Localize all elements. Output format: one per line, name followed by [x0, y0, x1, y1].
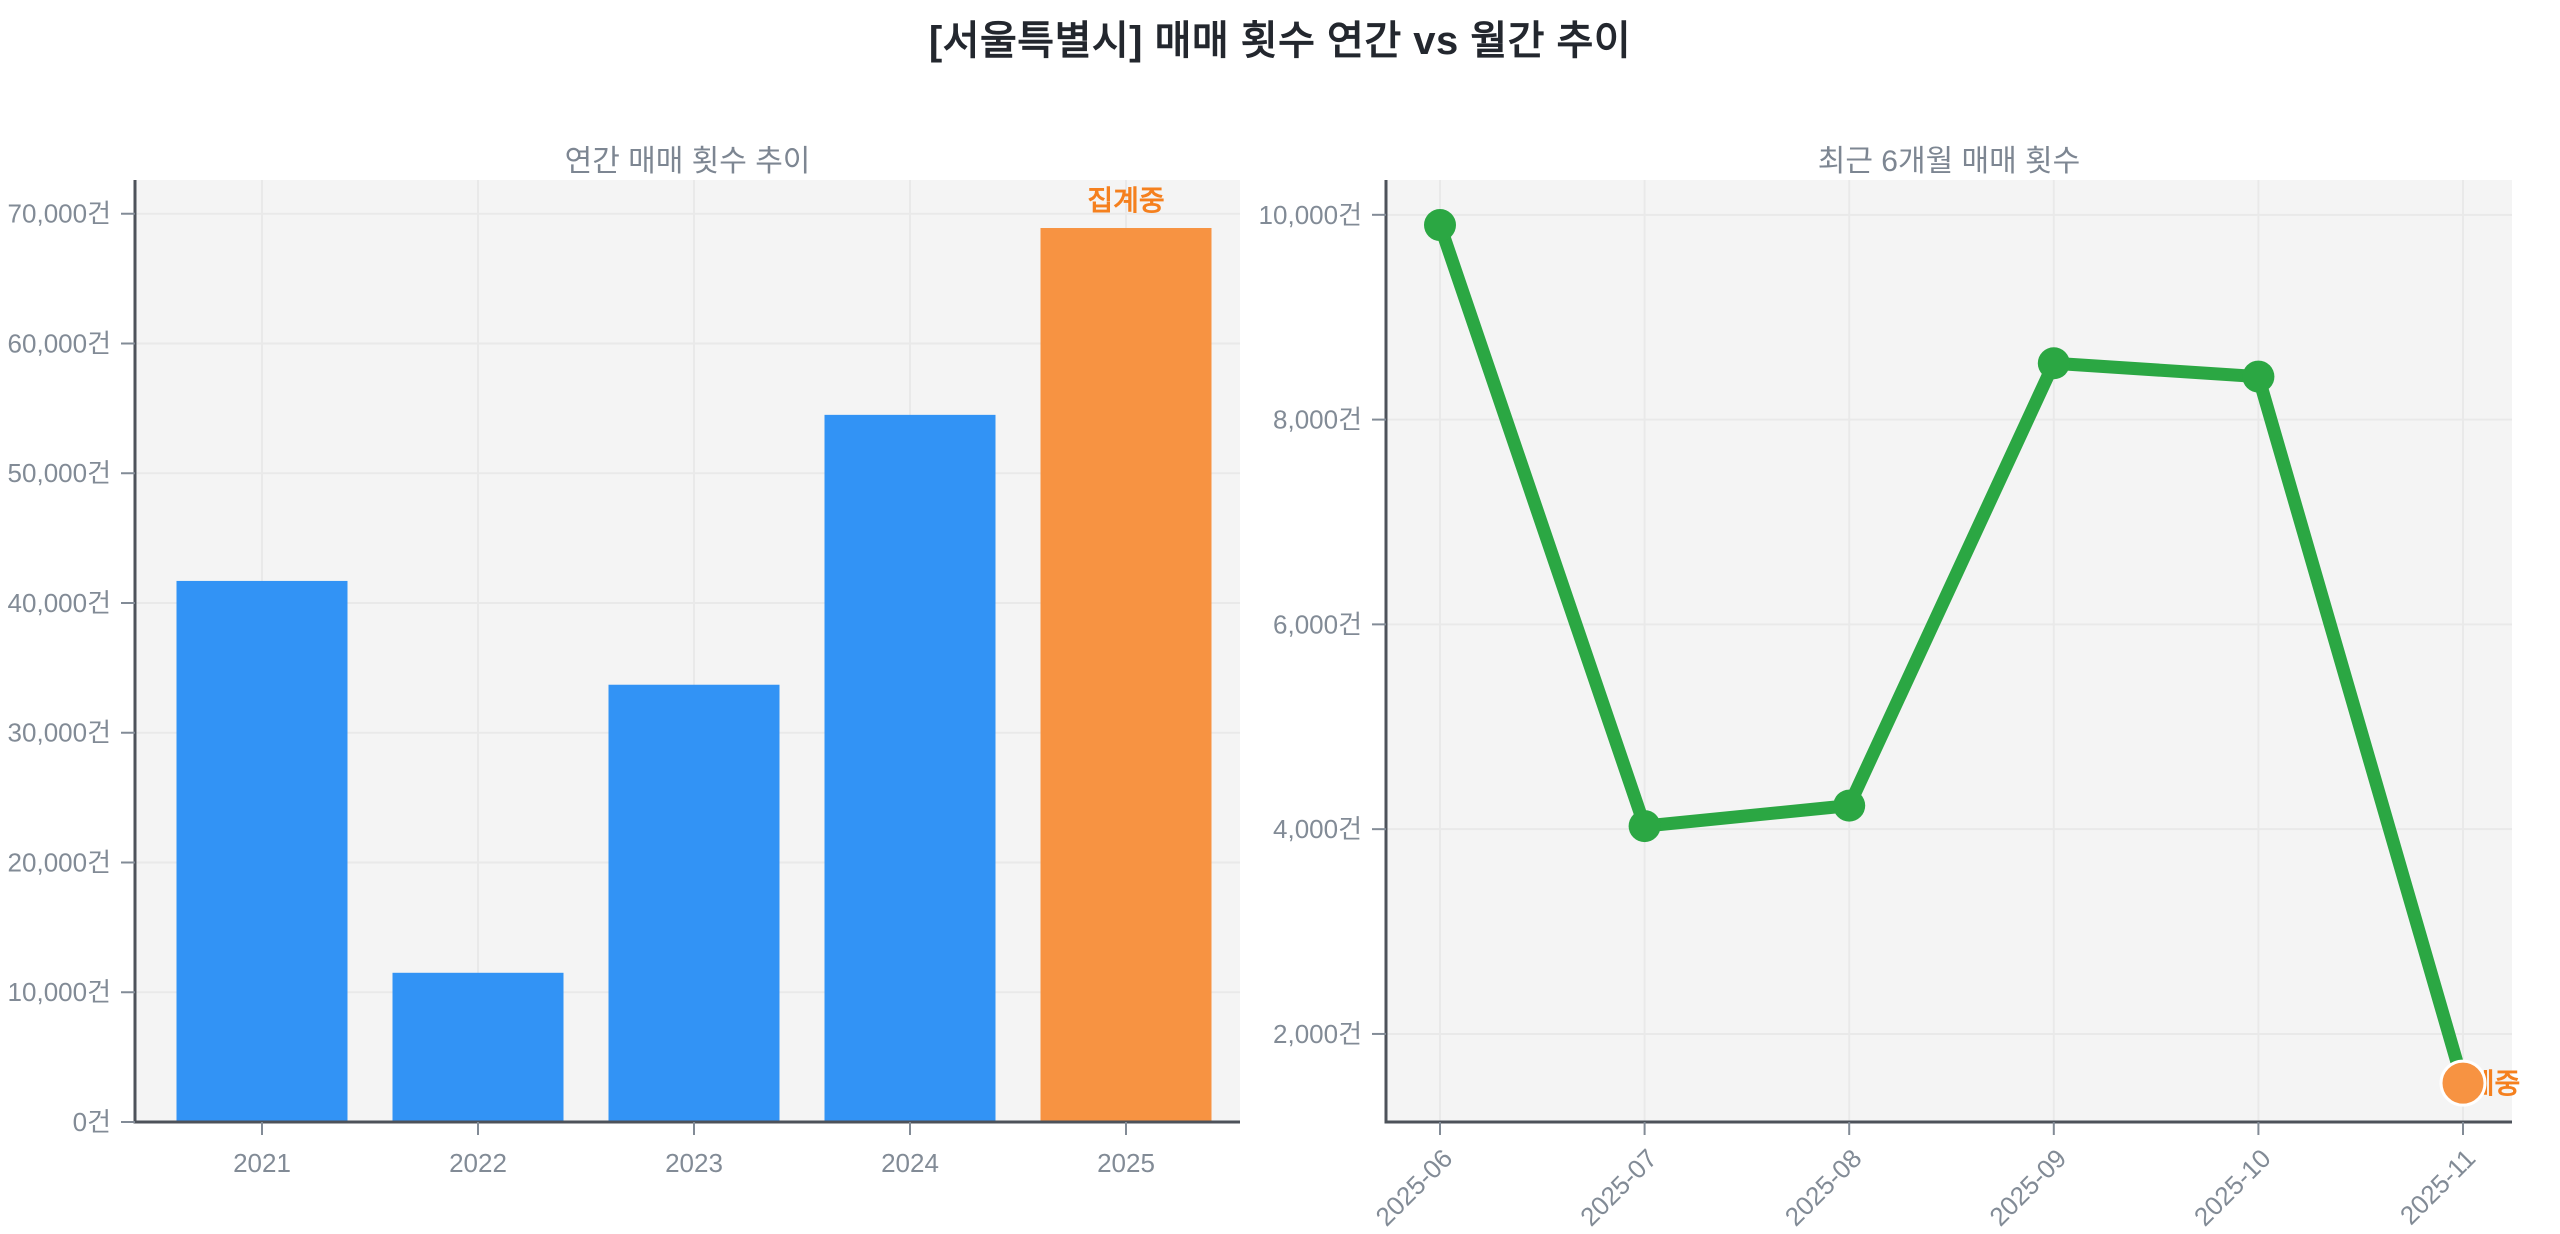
monthly-xtick-label: 2025-07: [1574, 1143, 1663, 1232]
annual-ytick-label: 0건: [73, 1107, 111, 1137]
annual-xtick-label: 2023: [665, 1148, 723, 1178]
monthly-y-ticks: 2,000건 4,000건 6,000건 8,000건 10,000건: [1259, 200, 1386, 1049]
annual-status-annotation: 집계중: [1087, 185, 1164, 216]
marker-2025-10: [2242, 360, 2275, 393]
annual-ytick-label: 30,000건: [8, 718, 111, 748]
annual-xtick-label: 2021: [233, 1148, 291, 1178]
monthly-x-ticks: 2025-06 2025-07 2025-08 2025-09 2025-10 2025-…: [1370, 1122, 2481, 1232]
monthly-axes: [1384, 180, 2512, 1124]
annual-chart-title: 연간 매매 횟수 추이: [564, 145, 811, 178]
annual-ytick-label: 60,000건: [8, 328, 111, 358]
bar-2024: [824, 414, 996, 1123]
annual-ytick-label: 20,000건: [8, 847, 111, 877]
marker-2025-07: [1628, 810, 1661, 843]
monthly-markers: [1424, 209, 2487, 1107]
monthly-ytick-label: 2,000건: [1273, 1019, 1362, 1049]
monthly-xtick-label: 2025-08: [1779, 1143, 1868, 1232]
monthly-ytick-label: 8,000건: [1273, 405, 1362, 435]
annual-ytick-label: 40,000건: [8, 588, 111, 618]
bar-2025: [1040, 228, 1212, 1122]
marker-2025-11: [2439, 1059, 2487, 1107]
annual-xtick-label: 2025: [1097, 1148, 1155, 1178]
monthly-ytick-label: 4,000건: [1273, 814, 1362, 844]
annual-y-ticks: 0건 10,000건 20,000건 30,000건 40,000건 50,000건 60,…: [8, 199, 135, 1137]
monthly-chart-title: 최근 6개월 매매 횟수: [1817, 145, 2081, 178]
annual-ytick-label: 70,000건: [8, 199, 111, 229]
annual-ytick-label: 10,000건: [8, 977, 111, 1007]
marker-2025-08: [1833, 789, 1866, 822]
bar-2023: [608, 684, 780, 1122]
bar-2022: [392, 972, 564, 1122]
annual-x-ticks: 2021 2022 2023 2024 2025: [233, 1122, 1155, 1178]
monthly-xtick-label: 2025-09: [1983, 1143, 2072, 1232]
monthly-ytick-label: 6,000건: [1273, 609, 1362, 639]
annual-xtick-label: 2022: [449, 1148, 507, 1178]
bar-2021: [176, 580, 348, 1122]
monthly-plot-area: [1386, 180, 2512, 1122]
marker-2025-09: [2037, 347, 2070, 380]
marker-2025-06: [1424, 209, 1456, 242]
monthly-xtick-label: 2025-10: [2188, 1143, 2277, 1232]
annual-ytick-label: 50,000건: [8, 458, 111, 488]
monthly-line: [1433, 218, 2470, 1090]
main-title: [서울특별시] 매매 횟수 연간 vs 월간 추이: [928, 19, 1632, 63]
monthly-ytick-label: 10,000건: [1259, 200, 1362, 230]
monthly-xtick-label: 2025-11: [2394, 1143, 2481, 1230]
annual-bars: [176, 228, 1212, 1123]
annual-axes: [133, 180, 1240, 1124]
annual-xtick-label: 2024: [881, 1148, 939, 1178]
monthly-xtick-label: 2025-06: [1370, 1143, 1459, 1232]
monthly-gridlines: [1386, 180, 2512, 1122]
